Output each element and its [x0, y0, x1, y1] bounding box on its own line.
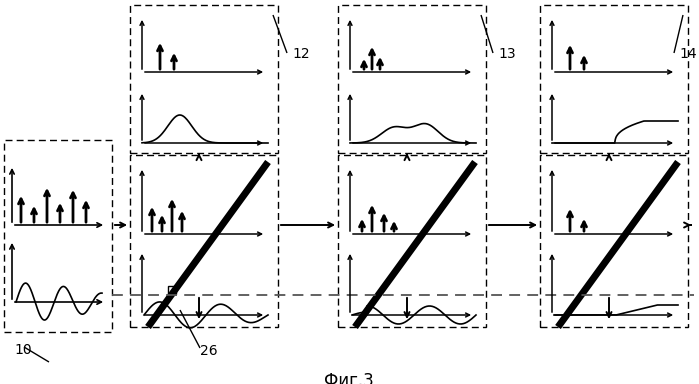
Text: 13: 13 [498, 47, 516, 61]
Text: 12: 12 [292, 47, 310, 61]
Bar [540, 155, 688, 327]
Bar [338, 5, 486, 153]
Text: Фиг.3: Фиг.3 [324, 372, 374, 384]
Text: 14: 14 [679, 47, 697, 61]
Bar [130, 5, 278, 153]
Bar [130, 155, 278, 327]
Bar [540, 5, 688, 153]
Bar [168, 286, 176, 294]
Text: 26: 26 [200, 344, 217, 358]
Bar [4, 140, 112, 332]
Bar [338, 155, 486, 327]
Text: 10: 10 [14, 343, 31, 357]
